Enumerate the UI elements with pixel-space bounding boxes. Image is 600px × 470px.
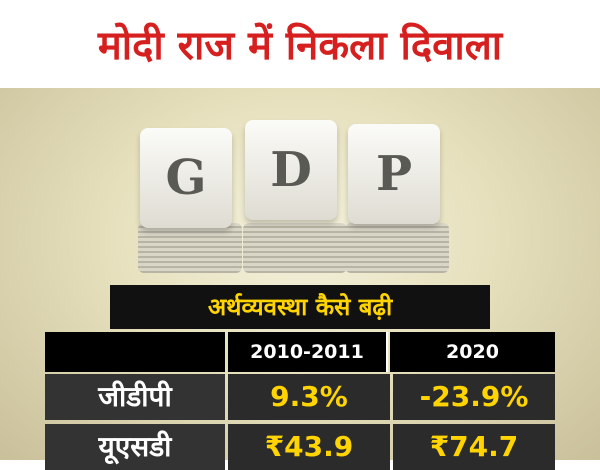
coin-stack xyxy=(243,223,347,273)
header-cell xyxy=(45,332,225,372)
cell-value: 9.3% xyxy=(228,374,390,420)
coin-stack xyxy=(138,223,242,273)
letter-block: D xyxy=(245,120,337,220)
letter-block: G xyxy=(140,128,232,228)
letter-block: P xyxy=(348,124,440,224)
row-label: जीडीपी xyxy=(45,374,225,420)
row-label: यूएसडी xyxy=(45,424,225,470)
table-title: अर्थव्यवस्था कैसे बढ़ी xyxy=(110,285,490,329)
cell-value: -23.9% xyxy=(393,374,555,420)
headline: मोदी राज में निकला दिवाला xyxy=(97,23,503,69)
cell-value: ₹74.7 xyxy=(393,424,555,470)
column-header: 2020 xyxy=(390,332,555,372)
banner: मोदी राज में निकला दिवाला xyxy=(0,0,600,88)
coin-stack xyxy=(345,223,449,273)
column-header: 2010-2011 xyxy=(228,332,388,372)
cell-value: ₹43.9 xyxy=(228,424,390,470)
